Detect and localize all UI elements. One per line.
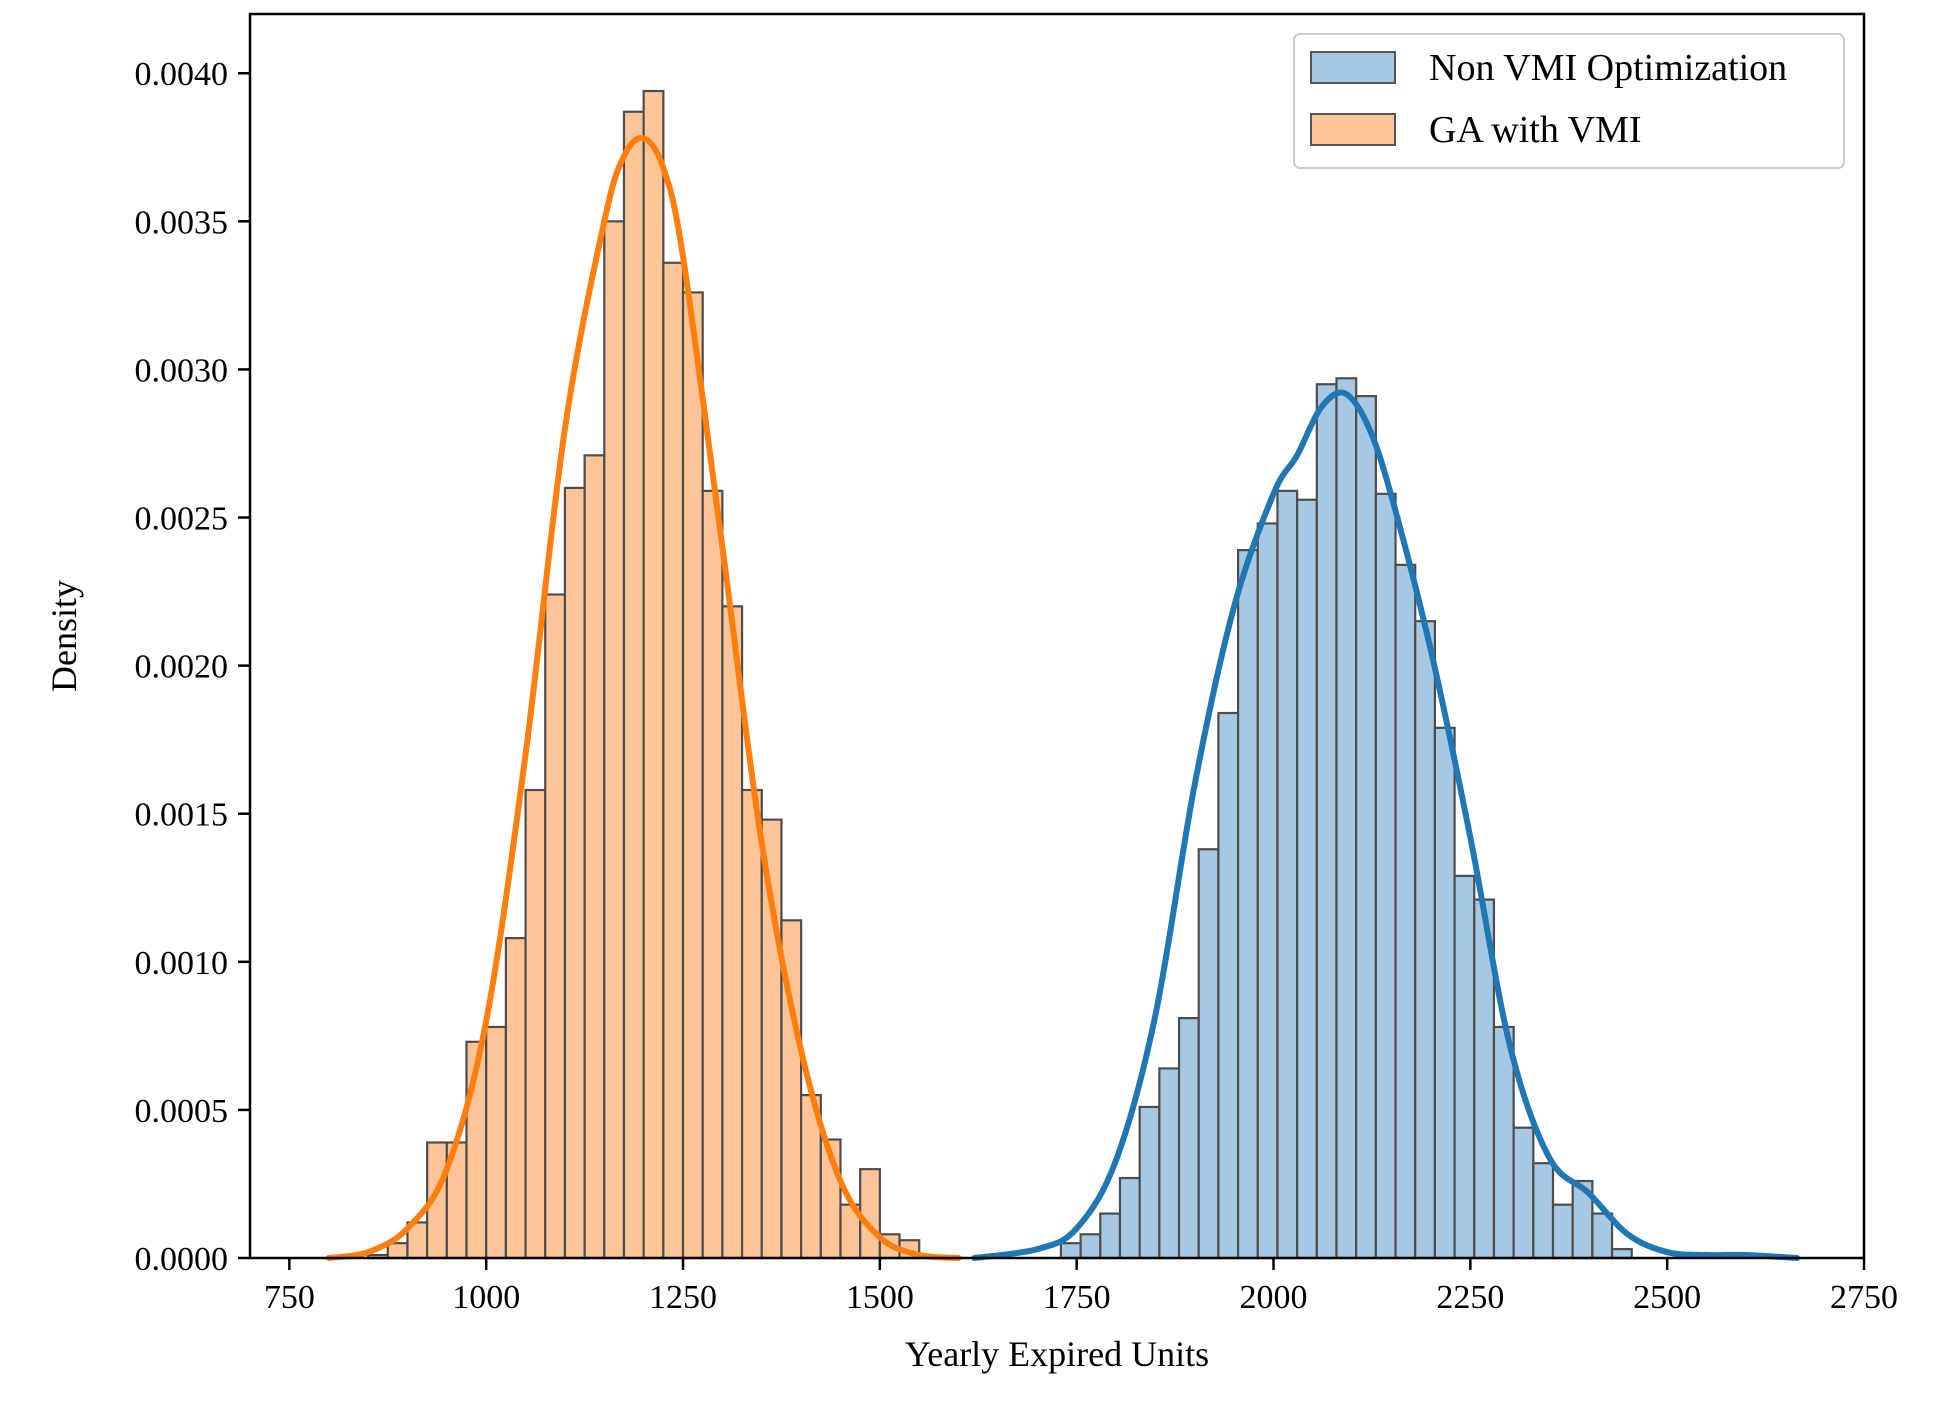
y-tick-label-0: 0.0000 [135, 1241, 229, 1278]
legend-label-ga-vmi: GA with VMI [1429, 109, 1642, 151]
bar-ga-vmi-6 [485, 1025, 507, 1260]
bar-non-vmi-19 [1433, 726, 1456, 1260]
kde-line-ga-vmi [325, 135, 962, 1261]
bar-ga-vmi-8 [524, 788, 547, 1260]
bar-ga-vmi-9 [544, 593, 567, 1260]
bar-non-vmi-7 [1197, 848, 1220, 1260]
bar-non-vmi-15 [1355, 394, 1377, 1260]
bar-ga-vmi-14 [642, 89, 665, 1260]
y-tick-label-5: 0.0025 [135, 501, 229, 538]
bar-non-vmi-28 [1610, 1248, 1633, 1260]
x-tick-label-6: 2250 [1436, 1279, 1504, 1316]
bar-non-vmi-8 [1217, 711, 1240, 1260]
bar-non-vmi-9 [1236, 549, 1259, 1260]
x-tick-label-4: 1750 [1043, 1279, 1111, 1316]
bar-non-vmi-17 [1394, 563, 1417, 1260]
legend-swatch-ga-vmi [1310, 113, 1396, 146]
y-tick-label-6: 0.0030 [135, 352, 229, 389]
x-tick-label-2: 1250 [649, 1279, 717, 1316]
bar-non-vmi-13 [1315, 383, 1338, 1260]
x-tick-label-7: 2500 [1633, 1279, 1701, 1316]
bar-non-vmi-24 [1532, 1162, 1555, 1260]
bar-ga-vmi-13 [622, 110, 645, 1260]
plot-frame [248, 12, 1866, 1260]
bar-ga-vmi-10 [563, 486, 586, 1260]
kde-curves-layer [325, 135, 1801, 1261]
bar-non-vmi-11 [1276, 489, 1299, 1260]
bar-ga-vmi-11 [583, 454, 606, 1260]
bar-ga-vmi-1 [386, 1242, 409, 1260]
legend: Non VMI Optimization GA with VMI [1293, 33, 1845, 169]
bar-non-vmi-5 [1158, 1067, 1181, 1260]
bar-ga-vmi-25 [859, 1168, 881, 1260]
bar-non-vmi-12 [1296, 498, 1318, 1260]
bar-ga-vmi-18 [721, 605, 744, 1260]
y-tick-label-2: 0.0010 [135, 945, 229, 982]
bar-non-vmi-16 [1374, 492, 1397, 1260]
bar-non-vmi-18 [1414, 620, 1437, 1260]
bar-non-vmi-22 [1492, 1025, 1515, 1260]
x-axis-label: Yearly Expired Units [905, 1334, 1209, 1374]
y-tick-label-8: 0.0040 [135, 56, 229, 93]
y-axis-label: Density [44, 580, 84, 692]
legend-frame [1293, 33, 1845, 169]
legend-label-non-vmi: Non VMI Optimization [1429, 47, 1787, 89]
bar-non-vmi-25 [1551, 1203, 1574, 1260]
x-tick-label-3: 1500 [846, 1279, 914, 1316]
x-tick-label-0: 750 [264, 1279, 315, 1316]
bar-non-vmi-1 [1079, 1233, 1102, 1260]
x-tick-label-1: 1000 [452, 1279, 520, 1316]
bar-non-vmi-20 [1453, 874, 1476, 1260]
y-tick-label-1: 0.0005 [135, 1093, 229, 1130]
x-tick-label-5: 2000 [1240, 1279, 1308, 1316]
bar-ga-vmi-19 [740, 788, 763, 1260]
bar-non-vmi-2 [1099, 1212, 1122, 1260]
bar-ga-vmi-17 [701, 489, 724, 1260]
bar-non-vmi-23 [1512, 1126, 1535, 1260]
bar-non-vmi-6 [1177, 1016, 1200, 1260]
bar-ga-vmi-7 [504, 937, 527, 1260]
bar-ga-vmi-16 [681, 291, 704, 1260]
kde-line-non-vmi [971, 389, 1801, 1261]
bar-non-vmi-10 [1256, 522, 1279, 1260]
x-axis-ticks: 750 1000 1250 1500 1750 2000 2250 2500 2750 [264, 1258, 1898, 1316]
bar-non-vmi-14 [1335, 377, 1358, 1260]
histogram-bars-layer [366, 89, 1633, 1260]
y-tick-label-7: 0.0035 [135, 204, 229, 241]
y-tick-label-3: 0.0015 [135, 797, 229, 834]
y-tick-label-4: 0.0020 [135, 649, 229, 686]
bar-non-vmi-4 [1138, 1105, 1161, 1260]
bar-non-vmi-0 [1059, 1242, 1082, 1260]
bar-non-vmi-3 [1118, 1176, 1141, 1260]
legend-swatch-non-vmi [1310, 51, 1396, 84]
bar-ga-vmi-12 [603, 220, 626, 1260]
y-axis-ticks: 0.0000 0.0005 0.0010 0.0015 0.0020 0.0025 0.00… [135, 56, 250, 1278]
bar-ga-vmi-15 [662, 261, 685, 1260]
x-tick-label-8: 2750 [1830, 1279, 1898, 1316]
